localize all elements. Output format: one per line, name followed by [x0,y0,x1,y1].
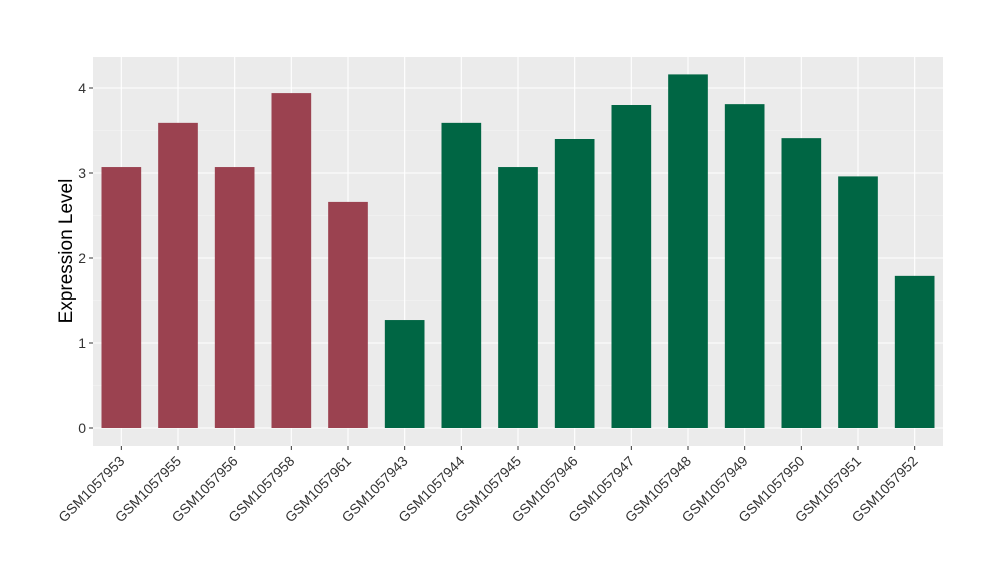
bar-GSM1057943 [384,320,425,428]
bar-GSM1057949 [724,104,765,429]
y-tick-label: 4 [78,80,86,96]
bar-GSM1057953 [101,167,142,429]
bar-GSM1057948 [668,74,708,429]
y-tick-label: 0 [78,420,86,436]
bar-GSM1057955 [158,122,198,428]
y-tick-label: 2 [78,250,86,266]
x-axis: GSM1057953GSM1057955GSM1057956GSM1057958… [55,446,921,525]
bar-GSM1057947 [611,105,652,428]
bars [101,74,935,429]
bar-GSM1057944 [441,122,482,428]
bar-GSM1057952 [894,275,935,428]
y-axis: 0 1 2 3 4 [78,80,93,436]
bar-GSM1057951 [838,176,878,428]
bar-GSM1057958 [271,93,312,428]
bar-GSM1057950 [781,138,822,428]
bar-GSM1057946 [554,139,595,428]
y-tick-label: 1 [78,335,86,351]
y-axis-label: Expression Level [56,179,77,324]
bar-GSM1057956 [214,167,255,429]
bar-GSM1057961 [328,201,368,428]
bar-GSM1057945 [498,167,538,429]
y-tick-label: 3 [78,165,86,181]
